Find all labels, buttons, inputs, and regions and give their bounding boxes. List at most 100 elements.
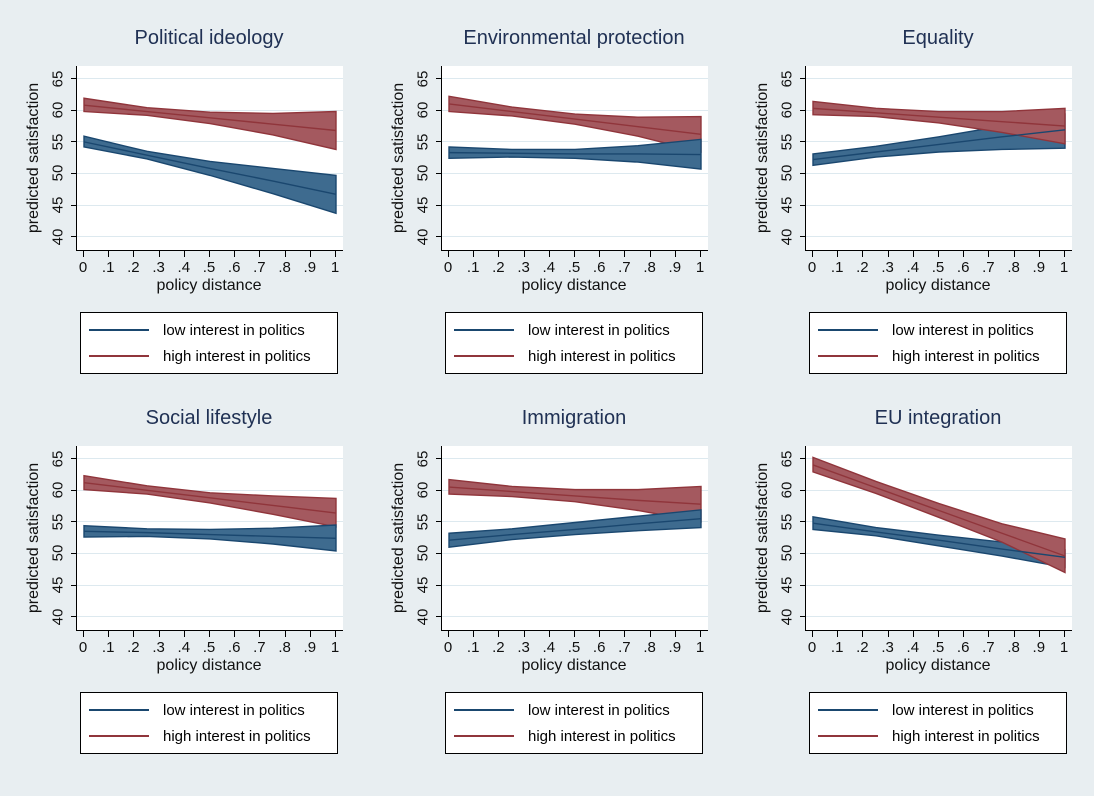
y-gridline — [806, 236, 1072, 238]
x-tick-label: .7 — [253, 259, 266, 276]
y-axis: predicted satisfaction 40 45 50 55 60 65 — [0, 446, 76, 630]
legend-label: low interest in politics — [892, 701, 1034, 719]
prediction-line-high — [83, 104, 337, 132]
y-gridline — [77, 489, 343, 491]
y-tick-label: 45 — [414, 196, 432, 214]
x-tick-label: .7 — [253, 639, 266, 656]
x-tick-label: .7 — [982, 639, 995, 656]
x-axis-label: policy distance — [521, 657, 627, 674]
legend-line-high-icon — [818, 735, 878, 737]
x-tick-label: .2 — [127, 639, 140, 656]
x-tick — [599, 251, 601, 257]
x-axis-label: policy distance — [156, 277, 262, 294]
x-tick — [988, 631, 990, 637]
y-axis-label: predicted satisfaction — [25, 82, 42, 234]
confidence-band-low — [448, 509, 702, 548]
x-tick-label: .9 — [1032, 259, 1046, 276]
x-tick-label: .4 — [177, 639, 191, 656]
y-tick — [71, 236, 76, 238]
x-tick — [674, 251, 676, 257]
y-gridline — [806, 204, 1072, 206]
y-tick — [436, 521, 441, 523]
x-tick-label: .6 — [956, 639, 970, 656]
chart-panel-eu-integration: EU integration predicted satisfaction 40… — [729, 398, 1094, 796]
y-tick-label: 60 — [414, 101, 432, 119]
band-plot-svg — [83, 97, 337, 215]
y-gridline — [77, 521, 343, 523]
x-tick-label: .3 — [881, 639, 894, 656]
x-tick-label: 1 — [1059, 259, 1069, 276]
x-tick-label: .5 — [567, 639, 581, 656]
legend-line-high-icon — [454, 735, 514, 737]
x-tick-label: .5 — [202, 639, 216, 656]
y-tick-label: 55 — [49, 133, 67, 151]
x-tick-label: .1 — [830, 259, 844, 276]
legend: low interest in politics high interest i… — [809, 312, 1067, 374]
prediction-line-high — [83, 481, 337, 514]
x-tick — [887, 251, 889, 257]
x-tick-label: .9 — [303, 259, 317, 276]
x-tick-label: .9 — [668, 639, 682, 656]
x-tick — [498, 631, 500, 637]
y-tick — [436, 172, 441, 174]
prediction-line-low — [448, 518, 702, 541]
y-tick — [71, 78, 76, 80]
x-tick — [448, 631, 449, 637]
y-tick — [800, 141, 805, 143]
x-tick — [108, 251, 110, 257]
y-gridline — [442, 172, 708, 174]
x-tick-label: .4 — [906, 639, 920, 656]
legend-line-high-icon — [89, 735, 149, 737]
legend-label: low interest in politics — [528, 321, 670, 339]
panel-title: Equality — [902, 27, 974, 49]
y-tick — [800, 236, 805, 238]
x-tick — [574, 631, 575, 637]
y-axis-label: predicted satisfaction — [754, 462, 771, 614]
y-tick-label: 65 — [414, 450, 432, 467]
prediction-line-low — [83, 530, 337, 540]
y-tick — [71, 141, 76, 143]
legend-item: high interest in politics — [81, 723, 337, 749]
y-tick — [436, 616, 441, 618]
legend-label: high interest in politics — [892, 727, 1040, 745]
x-tick — [1013, 251, 1015, 257]
y-tick-label: 65 — [414, 70, 432, 87]
legend-label: low interest in politics — [163, 701, 305, 719]
x-tick-label: 0 — [443, 639, 453, 656]
x-tick — [259, 631, 261, 637]
y-axis-label: predicted satisfaction — [25, 462, 42, 614]
y-tick — [800, 616, 805, 618]
x-tick — [309, 631, 311, 637]
x-tick-label: .2 — [492, 259, 505, 276]
panel-title: Environmental protection — [463, 27, 685, 49]
x-tick-label: 1 — [330, 639, 340, 656]
prediction-line-high — [448, 103, 702, 135]
y-tick-label: 45 — [49, 576, 67, 594]
legend-line-low-icon — [818, 709, 878, 711]
x-tick — [548, 631, 550, 637]
chart-panel-political-ideology: Political ideology predicted satisfactio… — [0, 0, 365, 398]
x-tick-label: .9 — [668, 259, 682, 276]
band-plot-svg — [812, 456, 1066, 574]
legend-line-low-icon — [89, 329, 149, 331]
x-tick — [335, 631, 336, 637]
x-tick-label: .5 — [931, 639, 945, 656]
y-tick-label: 45 — [778, 576, 796, 594]
x-tick — [649, 631, 651, 637]
prediction-line-low — [812, 129, 1066, 161]
y-tick — [800, 78, 805, 80]
y-tick — [71, 109, 76, 111]
y-tick-label: 50 — [49, 165, 67, 182]
y-tick-label: 65 — [49, 450, 67, 467]
chart-panel-equality: Equality predicted satisfaction 40 45 50 55… — [729, 0, 1094, 398]
y-axis: predicted satisfaction 40 45 50 55 60 65 — [365, 446, 441, 630]
chart-panel-environmental-protection: Environmental protection predicted satis… — [365, 0, 729, 398]
y-tick — [71, 458, 76, 460]
prediction-line-high — [812, 464, 1066, 557]
y-tick-label: 50 — [778, 165, 796, 182]
x-tick-label: .8 — [643, 639, 656, 656]
y-tick-label: 50 — [414, 165, 432, 182]
legend-item: high interest in politics — [810, 343, 1066, 369]
y-tick — [800, 521, 805, 523]
